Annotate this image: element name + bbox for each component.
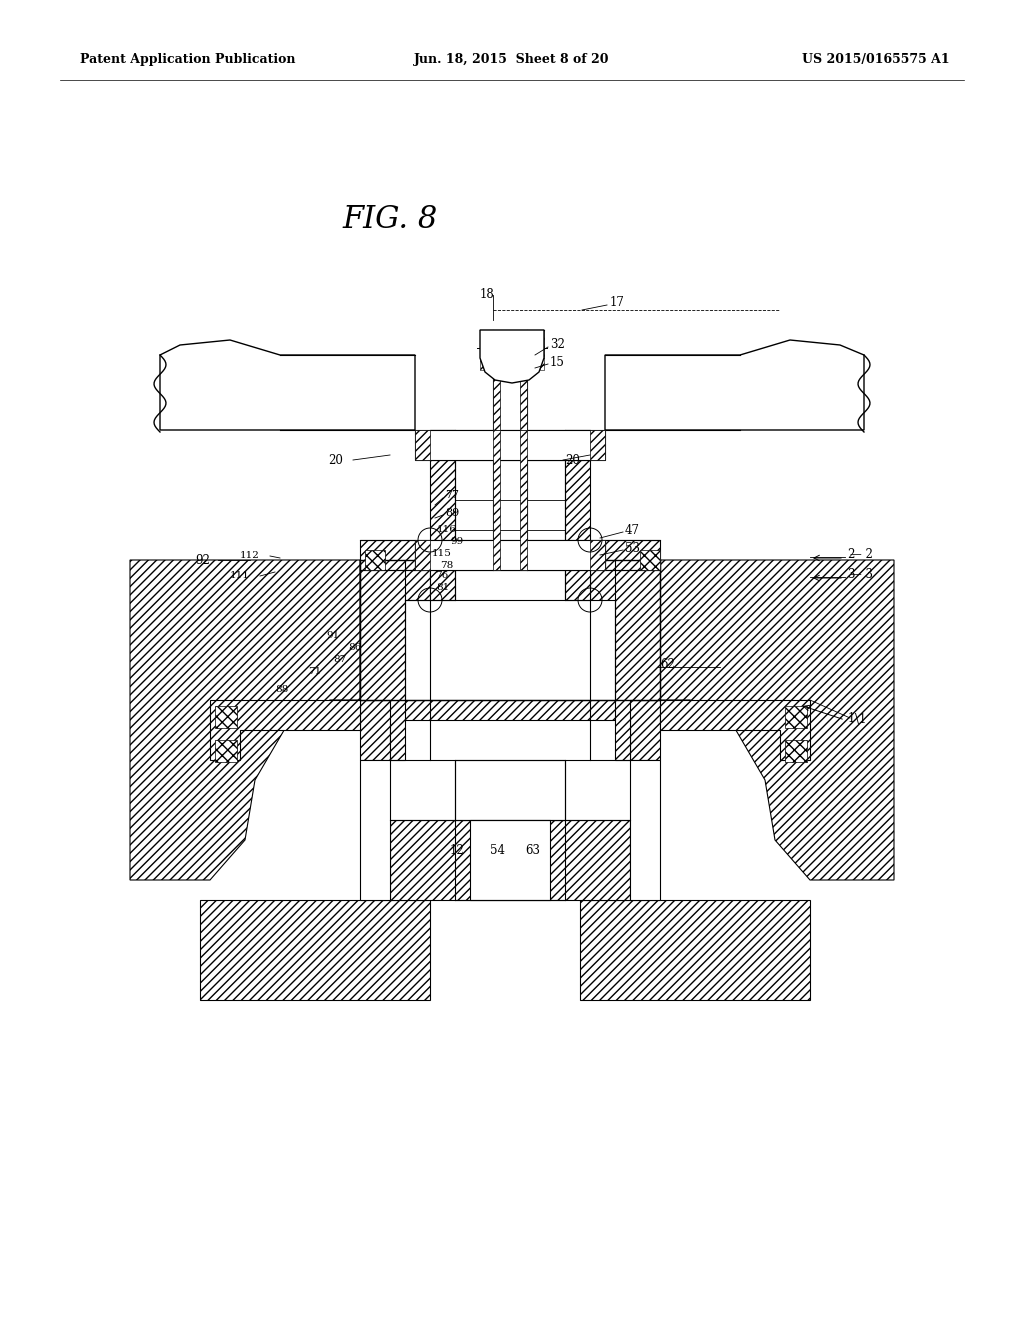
Polygon shape (415, 540, 430, 570)
Text: — 2: — 2 (850, 549, 872, 561)
Polygon shape (215, 741, 237, 762)
Text: 111: 111 (230, 572, 250, 581)
Polygon shape (785, 741, 807, 762)
Text: — 3: — 3 (850, 569, 873, 582)
Text: 63: 63 (525, 843, 540, 857)
Bar (470, 820, 550, 900)
Text: 116: 116 (437, 525, 457, 535)
Polygon shape (785, 706, 807, 729)
Text: 20: 20 (565, 454, 580, 466)
Text: 1: 1 (848, 711, 855, 725)
Polygon shape (565, 430, 590, 601)
Text: 81: 81 (436, 583, 450, 593)
Text: 71: 71 (308, 668, 322, 676)
Polygon shape (360, 560, 430, 760)
Polygon shape (590, 560, 660, 760)
Text: 89: 89 (445, 508, 459, 517)
Polygon shape (215, 706, 237, 729)
Text: 20: 20 (328, 454, 343, 466)
Text: \1: \1 (855, 714, 866, 726)
Bar (415, 540, 605, 570)
Polygon shape (630, 760, 660, 900)
Polygon shape (480, 330, 544, 383)
Text: 92: 92 (195, 553, 210, 566)
Polygon shape (520, 370, 527, 430)
Text: 87: 87 (333, 656, 346, 664)
Text: 115: 115 (432, 549, 452, 558)
Polygon shape (580, 900, 810, 1001)
Bar (455, 760, 565, 820)
Text: 17: 17 (610, 297, 625, 309)
Text: 15: 15 (550, 355, 565, 368)
Text: US 2015/0165575 A1: US 2015/0165575 A1 (803, 54, 950, 66)
Polygon shape (660, 560, 894, 880)
Text: 76: 76 (435, 572, 449, 581)
Polygon shape (480, 330, 484, 370)
Polygon shape (640, 550, 660, 570)
Polygon shape (605, 341, 864, 430)
Text: 18: 18 (480, 289, 495, 301)
Text: FIG. 8: FIG. 8 (342, 205, 437, 235)
Text: 12: 12 (450, 843, 465, 857)
Polygon shape (605, 540, 660, 570)
Text: 32: 32 (550, 338, 565, 351)
Text: Patent Application Publication: Patent Application Publication (80, 54, 296, 66)
Polygon shape (390, 820, 630, 900)
Polygon shape (365, 550, 385, 570)
Polygon shape (415, 430, 430, 459)
Polygon shape (360, 760, 390, 900)
Text: 47: 47 (625, 524, 640, 536)
Polygon shape (590, 540, 605, 570)
Bar (415, 430, 605, 459)
Text: 3: 3 (847, 569, 854, 582)
Text: 78: 78 (440, 561, 454, 569)
Bar (630, 760, 660, 900)
Text: 99: 99 (450, 537, 463, 546)
Polygon shape (360, 540, 415, 570)
Polygon shape (493, 370, 500, 430)
Polygon shape (200, 900, 430, 1001)
Bar (360, 760, 390, 900)
Text: 86: 86 (348, 644, 361, 652)
Polygon shape (210, 700, 360, 760)
Text: 54: 54 (490, 843, 505, 857)
Polygon shape (360, 700, 660, 760)
Polygon shape (520, 430, 527, 570)
Polygon shape (590, 430, 605, 459)
Text: 2: 2 (847, 549, 854, 561)
Polygon shape (540, 330, 544, 370)
Text: 53: 53 (625, 541, 640, 554)
Text: Jun. 18, 2015  Sheet 8 of 20: Jun. 18, 2015 Sheet 8 of 20 (415, 54, 609, 66)
Text: 91: 91 (326, 631, 339, 639)
Text: 62: 62 (660, 659, 675, 672)
Polygon shape (130, 560, 360, 880)
Text: 112: 112 (240, 552, 260, 561)
Text: 77: 77 (445, 490, 459, 500)
Polygon shape (160, 341, 415, 430)
Polygon shape (493, 430, 500, 570)
Text: 88: 88 (275, 685, 288, 694)
Polygon shape (660, 700, 810, 760)
Polygon shape (430, 430, 455, 601)
